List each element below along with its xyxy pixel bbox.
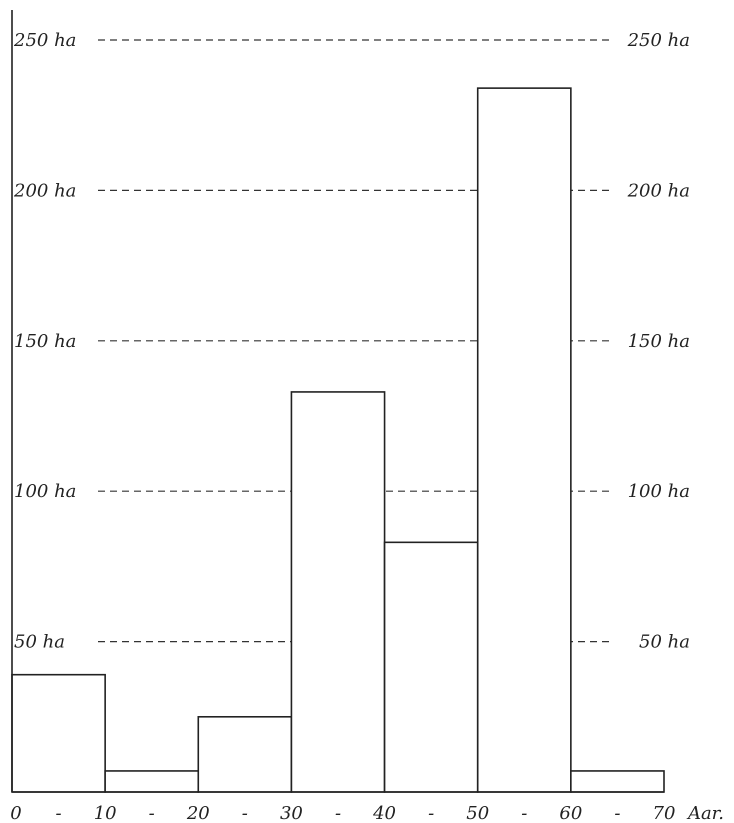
y-tick-label-right: 100 ha	[628, 481, 690, 502]
bar-60-70	[570, 770, 665, 793]
bar-30-40	[290, 391, 386, 793]
y-tick-label-left: 250 ha	[13, 30, 76, 51]
bars	[11, 87, 665, 793]
x-tick-separator: -	[521, 803, 527, 823]
y-tick-label-right: 50 ha	[639, 632, 690, 653]
y-tick-label-left: 150 ha	[14, 331, 76, 352]
x-unit-label: Aar.	[686, 803, 724, 823]
x-tick-label: 10	[94, 803, 117, 823]
bar-40-50	[383, 541, 479, 793]
x-tick-label: 70	[653, 803, 676, 823]
y-tick-label-right: 250 ha	[627, 30, 690, 51]
x-tick-separator: -	[614, 803, 620, 823]
x-tick-label: 60	[559, 803, 582, 823]
bar-10-20	[104, 770, 200, 793]
y-tick-labels-right: 50 ha 100 ha 150 ha 200 ha 250 ha	[627, 30, 690, 653]
y-tick-label-right: 200 ha	[627, 180, 690, 201]
y-tick-label-left: 100 ha	[14, 481, 76, 502]
x-tick-label: 30	[280, 803, 303, 823]
x-tick-labels: 0 - 10 - 20 - 30 - 40 - 50 - 60 - 70 Aar.	[10, 803, 724, 823]
bar-50-60	[476, 87, 572, 793]
x-tick-separator: -	[149, 803, 155, 823]
x-tick-label: 40	[372, 803, 396, 823]
x-tick-label: 50	[466, 803, 489, 823]
bar-20-30	[197, 715, 293, 793]
x-tick-label: 0	[10, 803, 21, 823]
y-tick-label-left: 50 ha	[14, 632, 65, 653]
x-tick-separator: -	[56, 803, 62, 823]
x-tick-separator: -	[242, 803, 248, 823]
axes	[11, 10, 664, 793]
bar-0-10	[11, 673, 106, 793]
y-tick-label-right: 150 ha	[628, 331, 690, 352]
x-tick-separator: -	[335, 803, 341, 823]
y-tick-labels-left: 50 ha 100 ha 150 ha 200 ha 250 ha	[13, 30, 76, 653]
x-tick-label: 20	[186, 803, 210, 823]
x-tick-separator: -	[428, 803, 434, 823]
y-tick-label-left: 200 ha	[13, 180, 76, 201]
